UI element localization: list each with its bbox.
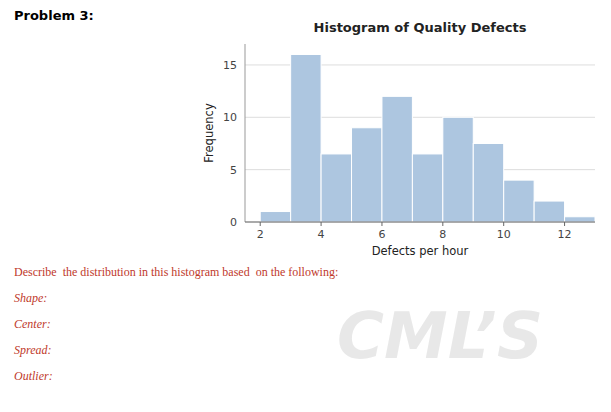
bar: [291, 54, 321, 222]
bar: [473, 143, 503, 222]
chart: 0 5 10 15 2 4 6 8 10 12 Histogram of Quality Defec…: [0, 0, 611, 412]
y-tick-label: 10: [223, 111, 237, 124]
describe-text: Describe the distribution in this histog…: [14, 265, 338, 279]
prompt-label: Spread:: [14, 343, 52, 357]
bar: [534, 201, 564, 222]
x-tick-label: 8: [439, 228, 446, 241]
y-tick-label: 5: [230, 164, 237, 177]
x-tick: [442, 222, 443, 226]
x-tick-label: 6: [378, 228, 385, 241]
bar: [504, 180, 534, 222]
bar: [382, 96, 412, 222]
y-axis-label: Frequency: [202, 103, 216, 163]
prompt-label: Center:: [14, 317, 51, 331]
y-tick-label: 15: [223, 59, 237, 72]
x-tick-label: 12: [558, 228, 572, 241]
grid-line: [245, 222, 595, 223]
x-tick: [321, 222, 322, 226]
bar: [412, 154, 442, 222]
bar: [352, 128, 382, 222]
problem-label: Problem 3:: [14, 8, 94, 23]
y-tick-label: 0: [230, 216, 237, 229]
x-tick: [564, 222, 565, 226]
bar: [443, 117, 473, 222]
bar: [565, 217, 595, 222]
x-tick: [381, 222, 382, 226]
x-tick-label: 4: [318, 228, 325, 241]
x-tick-label: 10: [497, 228, 511, 241]
x-axis-label: Defects per hour: [372, 244, 469, 258]
bar: [321, 154, 351, 222]
x-tick-label: 2: [257, 228, 264, 241]
x-axis-line: [245, 222, 595, 223]
prompt-label: Shape:: [14, 291, 47, 305]
watermark: CML’S: [337, 299, 543, 373]
prompt-label: Outlier:: [14, 369, 53, 383]
y-axis-line: [245, 44, 246, 222]
bar: [260, 212, 290, 222]
x-tick: [503, 222, 504, 226]
bars: [260, 54, 595, 222]
title: Histogram of Quality Defects: [314, 20, 527, 35]
x-tick: [260, 222, 261, 226]
